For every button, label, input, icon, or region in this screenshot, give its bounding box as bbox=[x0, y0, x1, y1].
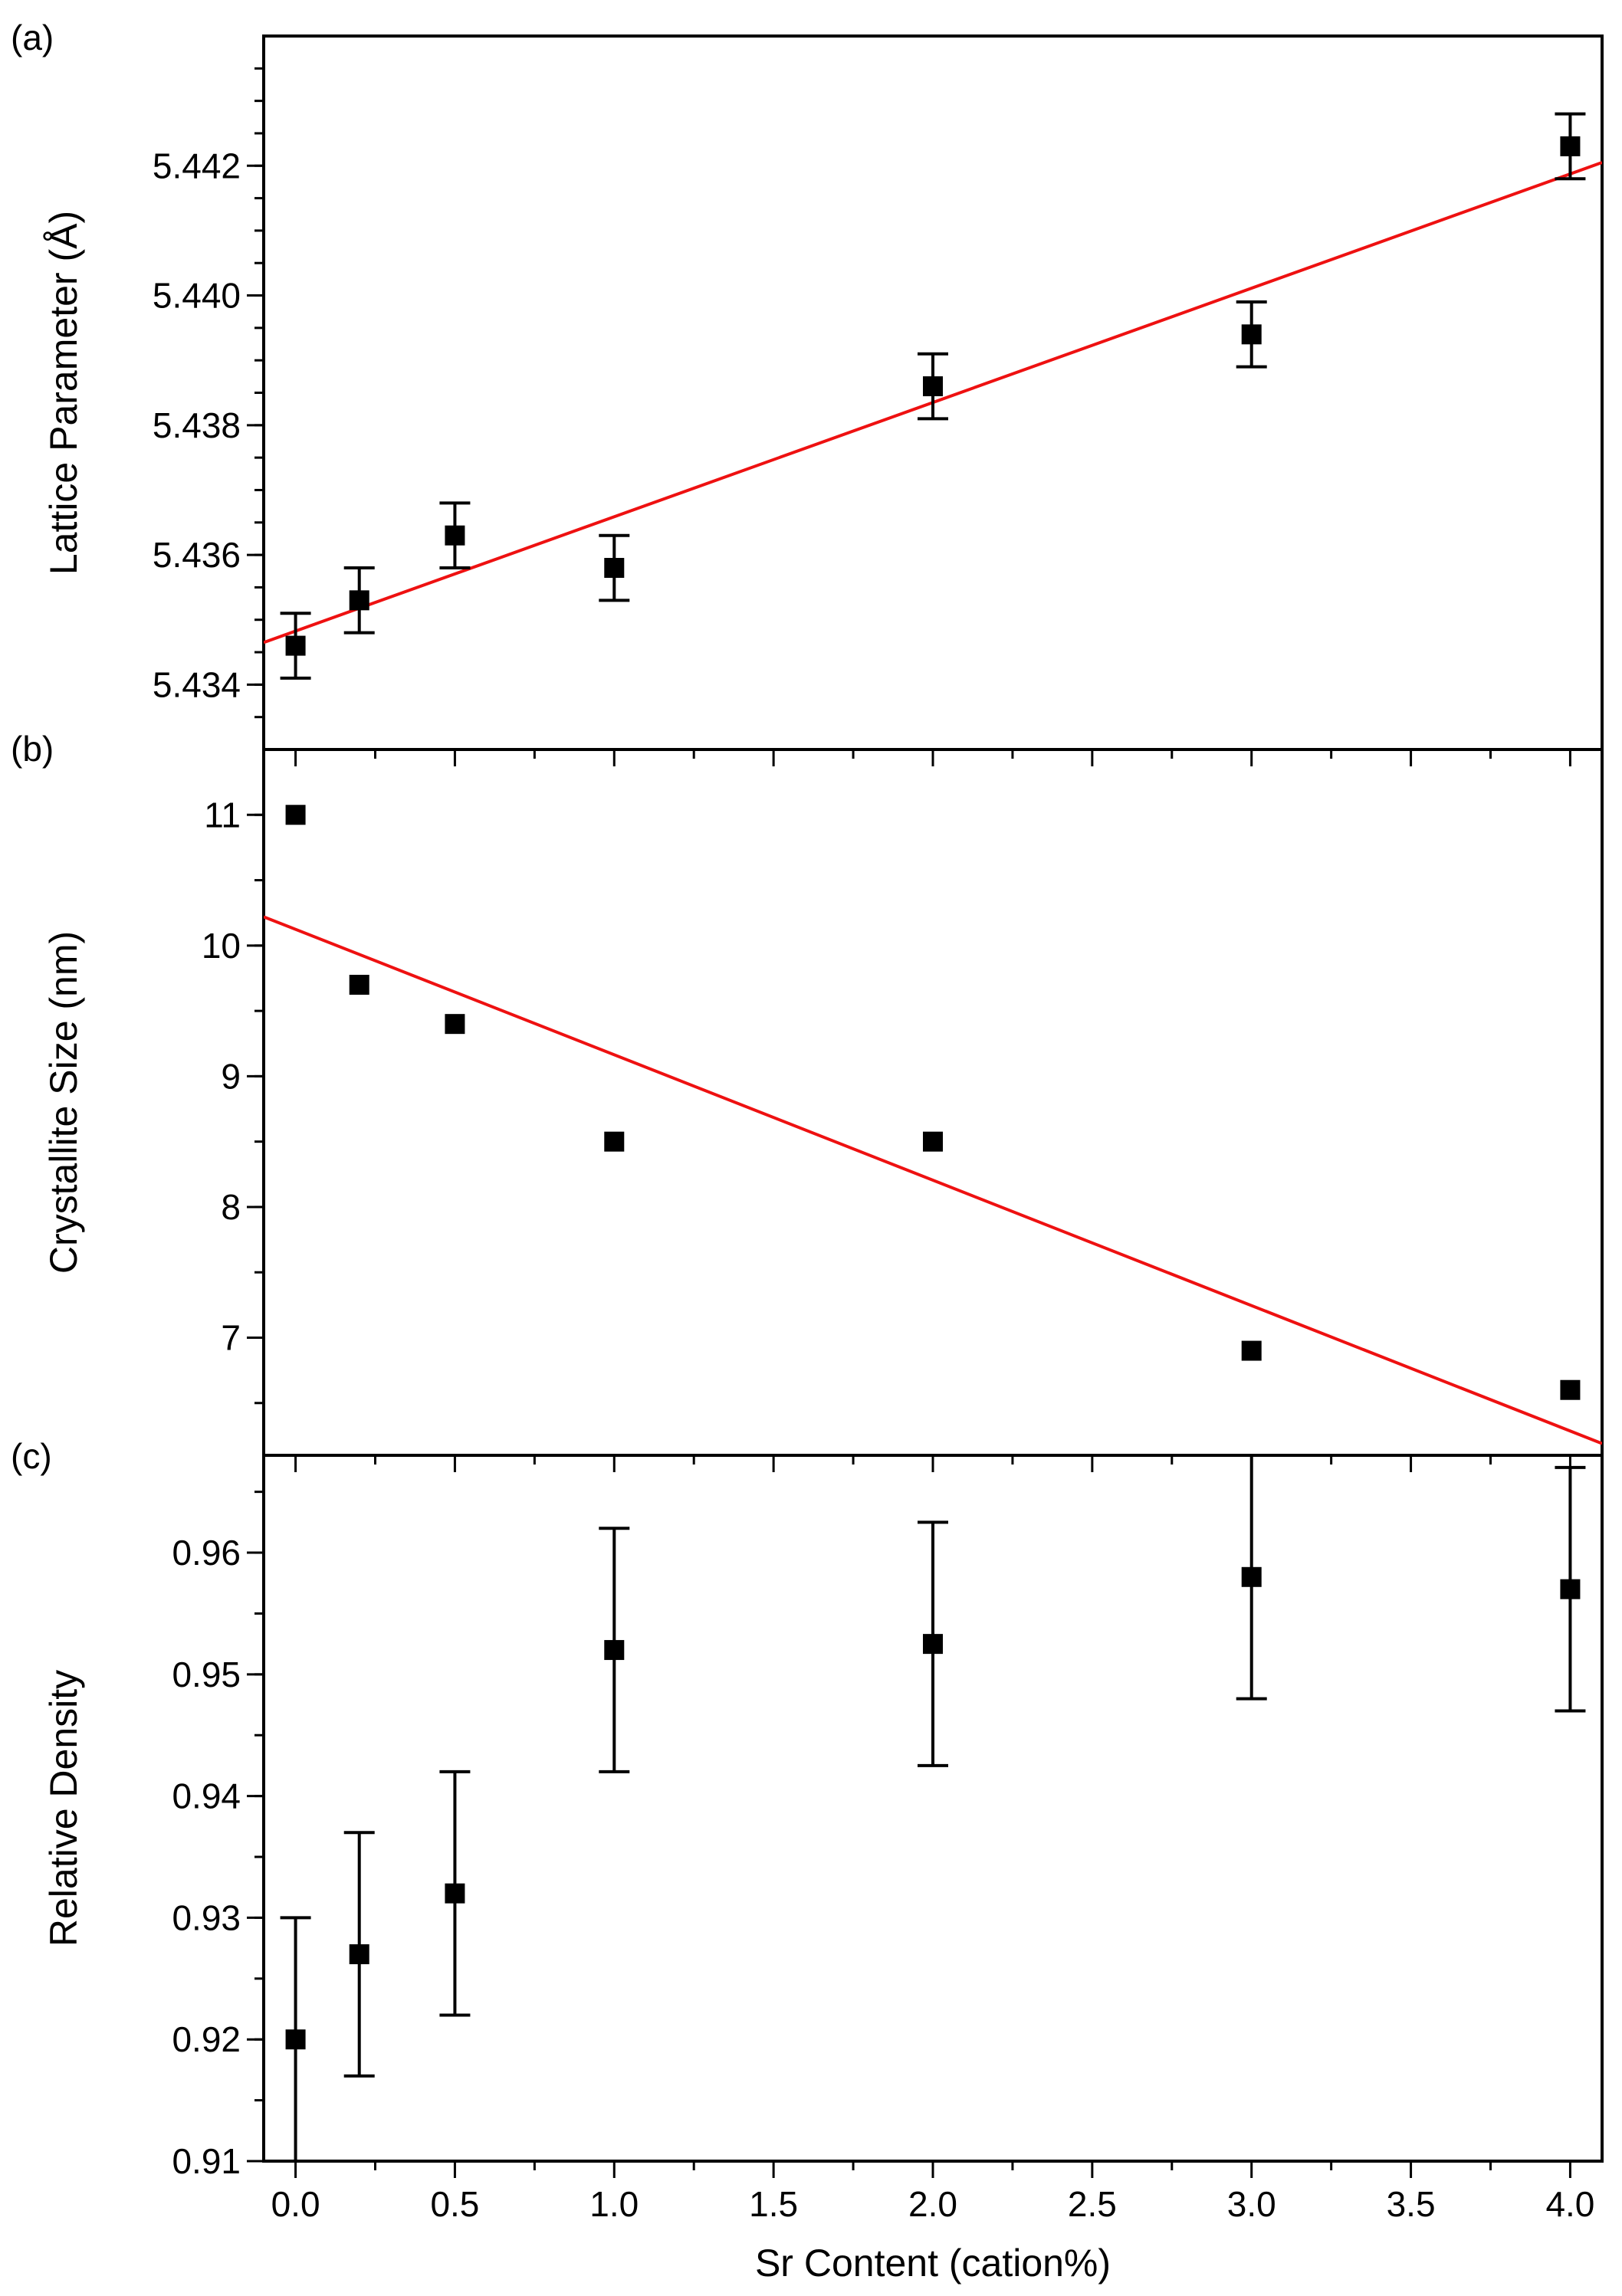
data-point bbox=[1241, 1340, 1262, 1361]
panel-c: 0.91 0.92 0.93 0.94 0.95 0.96 0.0 0.5 1.0 1.5 2.0 2… bbox=[11, 1436, 1604, 2285]
y-axis-title: Crystallite Size (nm) bbox=[42, 931, 85, 1274]
x-tick-label: 4.0 bbox=[1545, 2184, 1594, 2224]
data-layer bbox=[264, 805, 1602, 1445]
y-axis-title: Relative Density bbox=[42, 1670, 85, 1947]
x-tick-label: 3.5 bbox=[1387, 2184, 1436, 2224]
x-tick-label: 0.0 bbox=[271, 2184, 320, 2224]
panel-label: (a) bbox=[11, 18, 54, 57]
data-point bbox=[923, 1634, 943, 1655]
data-point bbox=[1241, 1566, 1262, 1587]
y-tick-label: 9 bbox=[221, 1056, 241, 1096]
data-point bbox=[445, 525, 465, 546]
y-axis-title: Lattice Parameter (Å) bbox=[42, 211, 85, 575]
data-point bbox=[1560, 136, 1581, 156]
y-tick-label: 0.95 bbox=[172, 1655, 241, 1694]
linear-fit-line bbox=[264, 915, 1602, 1445]
panel-label: (b) bbox=[11, 729, 54, 769]
y-tick-label: 5.436 bbox=[153, 535, 241, 575]
panel-b: 7 8 9 10 11 Crystallite Size (nm) (b) bbox=[11, 729, 1604, 1472]
y-tick-label: 0.92 bbox=[172, 2019, 241, 2059]
data-point bbox=[349, 975, 369, 995]
data-point bbox=[349, 1944, 369, 1965]
data-point bbox=[349, 590, 369, 611]
y-tick-label: 5.440 bbox=[153, 276, 241, 316]
y-tick-label: 0.91 bbox=[172, 2141, 241, 2181]
data-point bbox=[285, 635, 306, 656]
y-tick-label: 8 bbox=[221, 1187, 241, 1227]
data-point bbox=[445, 1883, 465, 1904]
x-tick-label: 0.5 bbox=[430, 2184, 479, 2224]
x-tick-label: 2.0 bbox=[908, 2184, 957, 2224]
data-point bbox=[604, 1640, 625, 1661]
data-point bbox=[604, 1131, 625, 1152]
data-layer bbox=[264, 112, 1602, 680]
y-tick-label: 11 bbox=[204, 795, 241, 835]
x-tick-label: 3.0 bbox=[1227, 2184, 1276, 2224]
x-tick-label: 2.5 bbox=[1068, 2184, 1117, 2224]
data-point bbox=[285, 805, 306, 825]
data-point bbox=[923, 376, 943, 397]
plot-frame bbox=[262, 748, 1604, 1457]
y-tick-label: 7 bbox=[221, 1318, 241, 1358]
data-point bbox=[1241, 324, 1262, 345]
y-tick-label: 5.442 bbox=[153, 146, 241, 185]
y-tick-label: 0.93 bbox=[172, 1897, 241, 1937]
y-tick-label: 5.438 bbox=[153, 405, 241, 445]
data-point bbox=[923, 1131, 943, 1152]
y-tick-label: 0.96 bbox=[172, 1533, 241, 1573]
y-tick-label: 0.94 bbox=[172, 1776, 241, 1816]
data-point bbox=[445, 1014, 465, 1035]
x-axis-title: Sr Content (cation%) bbox=[755, 2242, 1111, 2285]
data-point bbox=[1560, 1379, 1581, 1400]
x-tick-label: 1.0 bbox=[589, 2184, 639, 2224]
data-point bbox=[1560, 1579, 1581, 1599]
y-tick-label: 5.434 bbox=[153, 664, 241, 704]
y-tick-label: 10 bbox=[202, 926, 241, 966]
data-layer bbox=[280, 1455, 1586, 2161]
panel-a: 5.434 5.436 5.438 5.440 5.442 Lattice Paramet… bbox=[11, 18, 1604, 766]
panel-label: (c) bbox=[11, 1436, 52, 1476]
data-point bbox=[285, 2029, 306, 2050]
x-tick-label: 1.5 bbox=[749, 2184, 798, 2224]
data-point bbox=[604, 558, 625, 579]
